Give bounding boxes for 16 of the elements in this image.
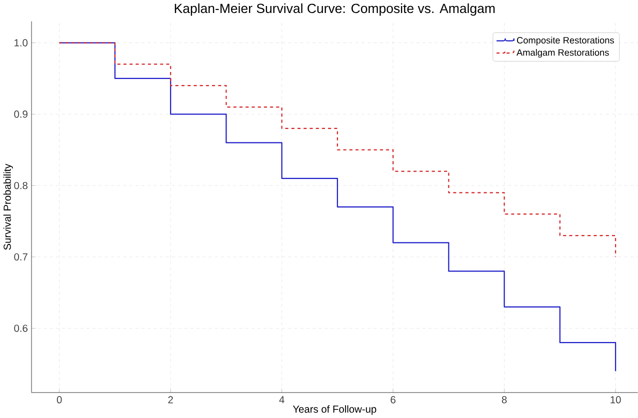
y-tick-label: 1.0 [14,39,28,46]
legend-label: Amalgam Restorations [516,48,609,58]
x-tick-label: 6 [390,396,396,404]
y-tick-label: 0.8 [14,182,28,190]
chart-title: Kaplan-Meier Survival Curve: Composite vs. Amalgam [174,3,495,16]
x-tick-label: 2 [168,396,173,404]
y-tick-label: 0.6 [14,324,28,332]
y-tick-label: 0.9 [14,110,28,118]
legend-label: Composite Restorations [516,36,614,46]
x-tick-label: 4 [279,396,284,404]
x-tick-label: 10 [610,396,621,404]
y-axis-title: Survival Probability [3,164,13,250]
x-tick-label: 8 [502,396,507,404]
y-tick-label: 0.7 [14,253,28,260]
x-axis-title: Years of Follow-up [292,405,376,415]
x-tick-label: 0 [56,396,62,404]
